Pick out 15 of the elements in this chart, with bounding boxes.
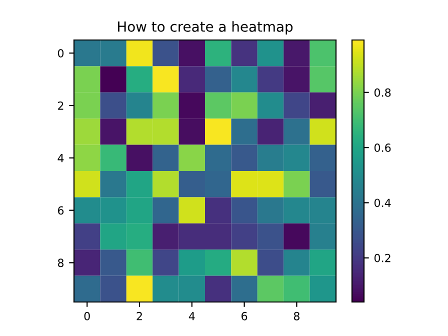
y-tick-label: 2 — [58, 101, 64, 110]
y-tick-label: 6 — [58, 206, 64, 215]
color-bar-label: 0.4 — [374, 198, 391, 208]
color-bar-label: 0.6 — [374, 144, 391, 152]
color-bar-label: 0.8 — [374, 88, 391, 97]
color-bar-label: 0.2 — [374, 254, 390, 262]
y-tick-label: 0 — [58, 49, 64, 58]
x-tick-label: 0 — [84, 312, 90, 320]
chart-title: How to create a heatmap — [118, 21, 293, 35]
x-tick-label: 4 — [188, 312, 195, 320]
x-tick-label: 6 — [242, 312, 248, 320]
x-tick-label: 2 — [136, 312, 142, 320]
y-tick-label: 4 — [58, 154, 64, 162]
y-tick-label: 8 — [58, 258, 64, 268]
x-tick-label: 8 — [294, 312, 300, 320]
